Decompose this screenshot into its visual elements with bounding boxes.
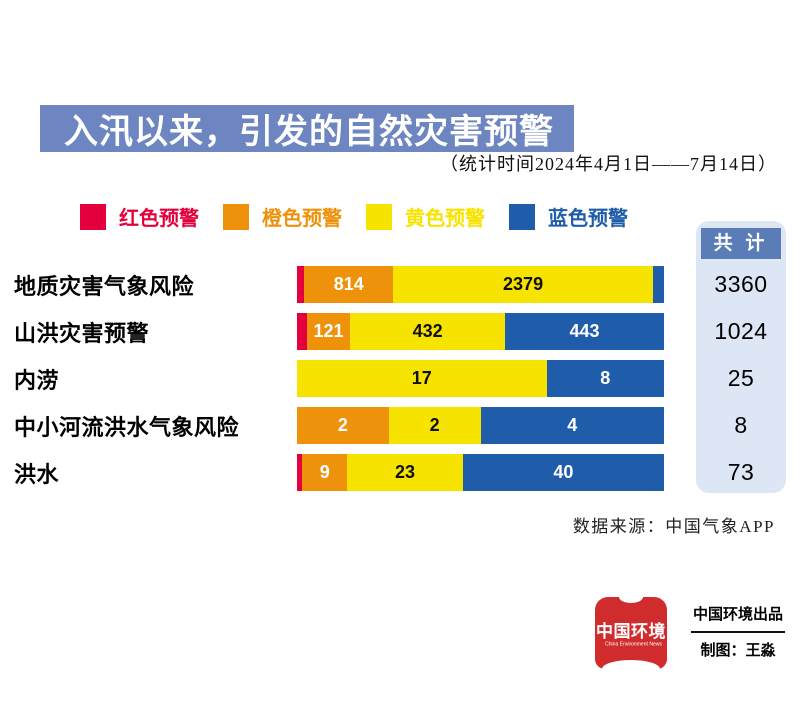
- bar-segment: 4: [480, 407, 664, 444]
- footer-block: 中国环境 China Environment News 中国环境出品 制图：王淼: [595, 591, 785, 678]
- logo-background: [595, 597, 667, 669]
- chart-row: 洪水 9 23 40: [14, 454, 664, 491]
- legend-item: 红色预警: [80, 202, 199, 231]
- chart-row: 山洪灾害预警 121 432 443: [14, 313, 664, 350]
- chart-row: 内涝 17 8: [14, 360, 664, 397]
- bar-segment: 432: [350, 313, 506, 350]
- source-note: 数据来源：中国气象APP: [572, 517, 775, 536]
- bar-segment: 40: [462, 454, 664, 491]
- legend-swatch-icon: [223, 203, 249, 230]
- row-label: 洪水: [14, 461, 60, 487]
- chart-row: 地质灾害气象风险 814 2379: [14, 266, 664, 303]
- legend-item: 蓝色预警: [509, 202, 628, 231]
- credit-block: 中国环境出品 制图：王淼: [691, 597, 785, 669]
- totals-panel: 共 计 3360 1024 25 8 73: [696, 221, 786, 493]
- legend-label: 红色预警: [119, 208, 199, 230]
- legend-item: 橙色预警: [223, 202, 342, 231]
- totals-values: 3360 1024 25 8 73: [696, 266, 786, 491]
- chart: 地质灾害气象风险 814 2379 山洪灾害预警 121 432 443 内涝 17 8 中小河流洪…: [14, 266, 664, 501]
- legend-swatch-icon: [509, 203, 535, 230]
- total-value: 8: [734, 412, 748, 438]
- bar-segment: 814: [304, 266, 394, 303]
- bar: 9 23 40: [297, 454, 664, 491]
- title-band: 入汛以来，引发的自然灾害预警: [40, 105, 574, 152]
- page-title: 入汛以来，引发的自然灾害预警: [64, 114, 554, 151]
- bar-segment: [297, 266, 305, 303]
- bar-segment: 2379: [393, 266, 653, 303]
- row-label: 山洪灾害预警: [14, 320, 150, 346]
- bar-segment: 2: [297, 407, 389, 444]
- bar-segment: 8: [546, 360, 664, 397]
- bar-segment: 121: [306, 313, 351, 350]
- china-environment-logo: 中国环境 China Environment News: [595, 591, 667, 678]
- total-value: 1024: [714, 318, 768, 344]
- bar-segment: [297, 313, 307, 350]
- row-label: 地质灾害气象风险: [14, 273, 195, 299]
- legend-label: 橙色预警: [262, 208, 342, 230]
- bar-segment: 443: [505, 313, 664, 350]
- bar-segment: [652, 266, 664, 303]
- legend-item: 黄色预警: [366, 202, 485, 231]
- legend-swatch-icon: [80, 203, 106, 230]
- legend-swatch-icon: [366, 203, 392, 230]
- logo-subtext: China Environment News: [605, 641, 662, 648]
- row-label: 中小河流洪水气象风险: [14, 414, 240, 440]
- logo-bottom-arc: [602, 660, 660, 678]
- chart-row: 中小河流洪水气象风险 2 2 4: [14, 407, 664, 444]
- legend-label: 蓝色预警: [548, 208, 628, 230]
- bar-segment: [297, 454, 303, 491]
- total-value: 73: [727, 459, 755, 485]
- total-value: 3360: [714, 271, 768, 297]
- legend-label: 黄色预警: [405, 208, 485, 230]
- row-label: 内涝: [14, 367, 60, 393]
- totals-header: 共 计: [701, 228, 781, 259]
- bar: 17 8: [297, 360, 664, 397]
- credit-publisher: 中国环境出品: [692, 606, 783, 623]
- subtitle: （统计时间2024年4月1日——7月14日）: [440, 154, 777, 174]
- bar-segment: 9: [302, 454, 348, 491]
- bar-segment: 17: [297, 360, 547, 397]
- credit-divider: [691, 631, 785, 633]
- legend: 红色预警 橙色预警 黄色预警 蓝色预警: [80, 202, 628, 231]
- logo-name: 中国环境: [596, 622, 666, 641]
- bar: 121 432 443: [297, 313, 664, 350]
- bar-segment: 23: [347, 454, 463, 491]
- logo-top-notch: [619, 591, 643, 603]
- total-value: 25: [727, 365, 755, 391]
- credit-author: 制图：王淼: [700, 642, 776, 659]
- bar: 814 2379: [297, 266, 664, 303]
- bar-segment: 2: [388, 407, 481, 444]
